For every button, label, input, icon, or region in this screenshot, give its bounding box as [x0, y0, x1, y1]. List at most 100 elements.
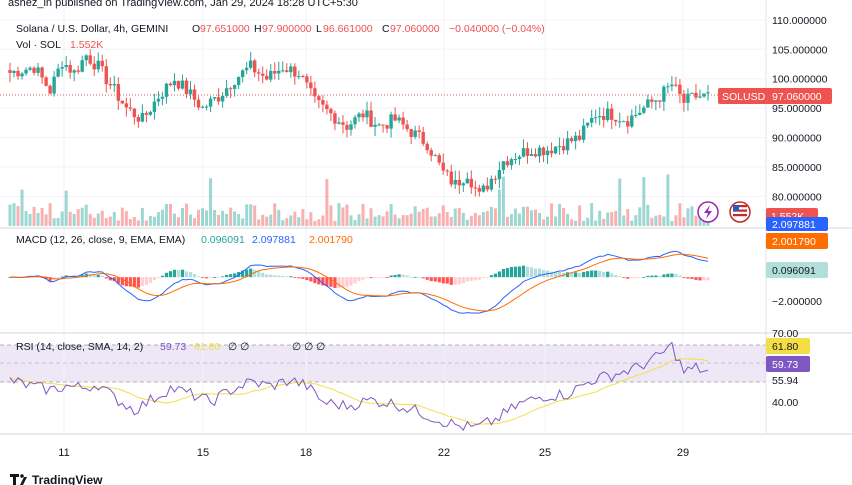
candle-body[interactable]	[602, 115, 606, 120]
candle-body[interactable]	[325, 104, 329, 110]
candle-body[interactable]	[457, 179, 461, 186]
candle-body[interactable]	[417, 130, 421, 132]
candle-body[interactable]	[690, 92, 694, 94]
candle-body[interactable]	[413, 130, 417, 137]
candle-body[interactable]	[421, 131, 425, 144]
candle-body[interactable]	[184, 80, 189, 95]
candle-body[interactable]	[232, 85, 237, 89]
candle-body[interactable]	[541, 147, 546, 156]
candle-body[interactable]	[433, 155, 437, 157]
candle-body[interactable]	[16, 70, 20, 77]
candle-body[interactable]	[224, 88, 229, 96]
candle-body[interactable]	[52, 76, 56, 94]
candle-body[interactable]	[626, 121, 630, 127]
candle-body[interactable]	[561, 146, 566, 151]
candle-body[interactable]	[565, 138, 570, 151]
candle-body[interactable]	[569, 138, 574, 142]
candle-body[interactable]	[465, 178, 470, 184]
candle-body[interactable]	[698, 96, 702, 98]
candle-body[interactable]	[521, 148, 526, 157]
candle-body[interactable]	[597, 115, 602, 118]
candle-body[interactable]	[662, 86, 666, 102]
event-icon-lightning[interactable]	[697, 201, 719, 223]
candle-body[interactable]	[84, 55, 88, 61]
candle-body[interactable]	[261, 73, 265, 76]
candle-body[interactable]	[228, 88, 233, 90]
candle-body[interactable]	[68, 65, 72, 73]
candle-body[interactable]	[196, 99, 201, 108]
candle-body[interactable]	[585, 122, 590, 126]
candle-body[interactable]	[236, 77, 241, 86]
candle-body[interactable]	[654, 100, 658, 102]
candle-body[interactable]	[577, 135, 582, 140]
candle-body[interactable]	[265, 75, 269, 80]
price-axis[interactable]: 110.000000105.000000100.00000095.0000009…	[772, 15, 828, 203]
candle-body[interactable]	[501, 161, 506, 171]
candle-body[interactable]	[313, 88, 317, 97]
candle-body[interactable]	[473, 187, 478, 189]
candle-body[interactable]	[269, 70, 273, 80]
candle-body[interactable]	[694, 92, 698, 98]
candle-body[interactable]	[678, 84, 682, 94]
candle-body[interactable]	[429, 150, 433, 156]
candle-body[interactable]	[281, 70, 285, 72]
candle-body[interactable]	[365, 110, 369, 118]
candle-body[interactable]	[409, 129, 413, 137]
candle-body[interactable]	[96, 60, 100, 70]
candle-body[interactable]	[56, 68, 60, 77]
candle-body[interactable]	[630, 115, 634, 127]
candle-body[interactable]	[493, 178, 498, 180]
candle-body[interactable]	[377, 124, 381, 126]
candle-body[interactable]	[650, 99, 654, 102]
candle-body[interactable]	[606, 108, 610, 120]
candle-body[interactable]	[373, 124, 377, 127]
candle-body[interactable]	[333, 113, 337, 124]
candle-body[interactable]	[148, 111, 153, 115]
candle-body[interactable]	[405, 124, 409, 130]
candle-body[interactable]	[686, 93, 690, 103]
candle-body[interactable]	[461, 183, 465, 186]
candle-body[interactable]	[8, 70, 12, 73]
candle-body[interactable]	[188, 89, 193, 95]
candle-body[interactable]	[573, 135, 578, 142]
candle-body[interactable]	[76, 70, 80, 72]
candle-body[interactable]	[385, 125, 389, 129]
candle-body[interactable]	[642, 107, 646, 113]
candle-body[interactable]	[257, 72, 261, 74]
candle-body[interactable]	[345, 124, 349, 130]
candle-body[interactable]	[244, 67, 249, 71]
candle-body[interactable]	[116, 84, 121, 101]
candle-body[interactable]	[581, 125, 586, 140]
candle-body[interactable]	[682, 93, 686, 103]
candle-body[interactable]	[88, 55, 92, 64]
candle-body[interactable]	[72, 70, 76, 73]
candle-body[interactable]	[341, 122, 345, 125]
candle-body[interactable]	[622, 121, 626, 123]
candle-body[interactable]	[481, 185, 486, 192]
candle-body[interactable]	[593, 117, 598, 119]
candle-body[interactable]	[706, 92, 710, 94]
candle-body[interactable]	[200, 106, 205, 108]
us-flag-icon[interactable]	[729, 201, 751, 223]
candle-body[interactable]	[638, 112, 642, 115]
candle-body[interactable]	[28, 67, 32, 70]
candle-body[interactable]	[477, 187, 482, 192]
candle-body[interactable]	[44, 77, 48, 86]
candle-body[interactable]	[293, 66, 297, 77]
candle-body[interactable]	[337, 122, 341, 124]
candle-body[interactable]	[305, 76, 309, 83]
candle-body[interactable]	[634, 114, 638, 116]
candle-body[interactable]	[240, 70, 245, 78]
candle-body[interactable]	[132, 108, 137, 118]
candle-body[interactable]	[160, 96, 165, 99]
candle-body[interactable]	[128, 107, 133, 109]
candle-body[interactable]	[108, 84, 112, 86]
candle-body[interactable]	[168, 83, 173, 86]
candle-body[interactable]	[357, 113, 361, 118]
candle-body[interactable]	[658, 100, 662, 102]
candle-body[interactable]	[220, 95, 225, 102]
candle-body[interactable]	[610, 108, 614, 120]
candle-body[interactable]	[180, 80, 185, 89]
candle-body[interactable]	[92, 63, 96, 70]
